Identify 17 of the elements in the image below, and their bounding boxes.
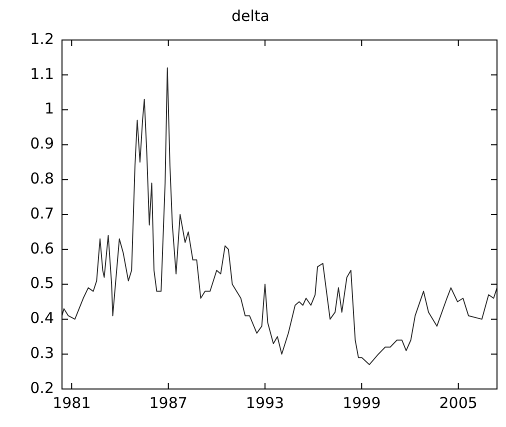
x-tick-label: 1999 xyxy=(342,394,381,412)
x-tick-label: 1981 xyxy=(52,394,91,412)
y-tick-label: 1 xyxy=(44,100,54,118)
y-tick-label: 0.6 xyxy=(30,239,54,258)
y-tick-label: 0.4 xyxy=(30,309,54,328)
y-tick-label: 0.5 xyxy=(30,274,54,292)
y-tick-label: 0.8 xyxy=(30,169,54,188)
y-tick-label: 1.1 xyxy=(30,64,54,83)
y-tick-label: 0.3 xyxy=(30,344,54,362)
y-tick-label: 1.2 xyxy=(30,30,54,48)
y-tick-label: 0.7 xyxy=(30,204,54,222)
chart-title: delta xyxy=(232,6,270,25)
y-tick-label: 0.9 xyxy=(30,134,54,153)
x-tick-label: 1987 xyxy=(149,394,188,412)
x-tick-label: 1993 xyxy=(246,394,284,412)
y-tick-label: 0.2 xyxy=(30,378,54,397)
x-tick-label: 2005 xyxy=(439,394,478,412)
